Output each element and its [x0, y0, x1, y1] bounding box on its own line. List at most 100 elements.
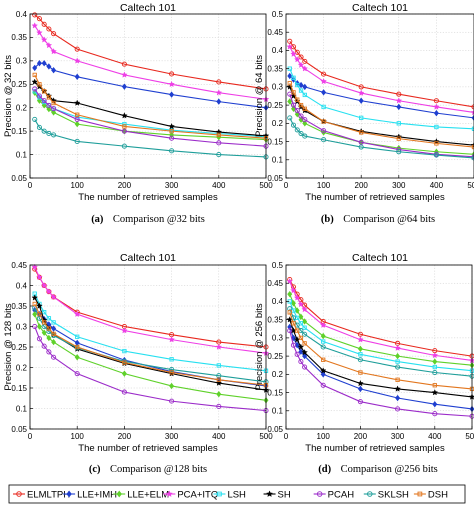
legend-label: PCAH — [328, 489, 355, 500]
y-tick-label: 0.1 — [16, 150, 28, 159]
data-point — [321, 71, 327, 77]
y-tick-label: 0.05 — [11, 425, 27, 434]
data-point — [298, 130, 304, 137]
axis-ticks: 0 100 200 300 400 500 0.05 0.1 0.15 0.2 0.25 0.3 0.3… — [267, 10, 474, 190]
data-point — [216, 377, 221, 382]
data-point — [32, 64, 38, 72]
x-tick-label: 0 — [28, 432, 33, 441]
series-lsh — [32, 291, 269, 373]
data-point — [395, 406, 401, 412]
data-point — [293, 294, 301, 301]
data-point — [287, 115, 293, 121]
series-line — [34, 119, 267, 158]
data-point — [51, 109, 57, 116]
data-point — [168, 336, 175, 343]
plot-frame — [285, 13, 474, 179]
data-point — [358, 352, 363, 357]
x-axis-label: The number of retrieved samples — [305, 443, 445, 454]
data-point — [73, 310, 81, 317]
data-point — [301, 349, 308, 356]
data-point — [301, 65, 309, 72]
data-point — [46, 130, 52, 137]
series-pca-itq — [286, 277, 474, 364]
data-point — [51, 325, 57, 332]
data-point — [287, 310, 292, 315]
data-point — [41, 21, 47, 27]
y-tick-label: 0.5 — [272, 261, 284, 270]
data-point — [122, 360, 127, 365]
axis-ticks: 0 100 200 300 400 500 0.05 0.1 0.15 0.2 0.25 0.3 0.3… — [267, 261, 474, 441]
series-line — [289, 94, 474, 158]
x-axis-label: The number of retrieved samples — [78, 443, 218, 454]
data-point — [302, 58, 308, 64]
x-tick-label: 500 — [259, 181, 273, 190]
legend-marker — [417, 491, 423, 497]
series-line — [289, 312, 473, 390]
data-point — [45, 288, 53, 295]
data-point — [287, 81, 292, 86]
data-point — [46, 316, 52, 321]
data-point — [216, 132, 221, 138]
data-point — [302, 106, 307, 111]
y-tick-label: 0.45 — [267, 279, 283, 288]
data-point — [291, 75, 296, 80]
plot-frame — [285, 264, 473, 430]
plot-frame — [29, 13, 267, 179]
data-point — [321, 137, 327, 143]
data-point — [357, 345, 363, 353]
legend-marker — [367, 491, 373, 497]
data-point — [431, 389, 439, 396]
series-pca-itq — [286, 43, 474, 116]
legend-label: LSH — [227, 489, 246, 500]
legend-item-sh: SH — [263, 489, 291, 500]
data-point — [41, 128, 47, 134]
y-tick-label: 0.3 — [16, 322, 28, 331]
data-point — [434, 141, 439, 146]
y-tick-label: 0.2 — [16, 363, 28, 372]
legend-marker — [316, 491, 323, 497]
data-point — [32, 116, 38, 122]
data-point — [121, 71, 128, 78]
data-point — [396, 91, 402, 97]
series-dsh — [32, 301, 269, 388]
data-point — [286, 43, 294, 50]
y-tick-label: 0.4 — [16, 281, 28, 290]
data-point — [321, 104, 326, 110]
legend-label: SH — [278, 489, 291, 500]
data-point — [51, 100, 56, 106]
data-point — [50, 293, 57, 300]
gridlines — [285, 13, 474, 179]
data-point — [471, 114, 474, 122]
legend-item-pca-itq: PCA+ITQ — [163, 489, 218, 500]
data-point — [295, 328, 300, 333]
legend-label: ELMLTPH — [27, 489, 70, 500]
data-point — [216, 140, 222, 146]
data-point — [302, 325, 307, 330]
data-point — [319, 367, 327, 374]
x-tick-label: 400 — [428, 432, 442, 441]
data-point — [298, 313, 304, 320]
data-point — [358, 370, 363, 375]
data-point — [432, 383, 437, 388]
y-tick-label: 0.2 — [272, 119, 284, 128]
x-tick-label: 100 — [317, 181, 331, 190]
data-point — [216, 79, 222, 85]
legend-marker — [217, 491, 222, 497]
series-line — [289, 86, 474, 146]
data-point — [396, 121, 401, 126]
data-point — [298, 102, 304, 108]
chart-title: Caltech 101 — [352, 252, 408, 264]
series-line — [289, 68, 474, 130]
x-tick-label: 100 — [317, 432, 331, 441]
data-point — [302, 352, 308, 360]
series-pcah — [287, 328, 474, 419]
data-point — [395, 377, 400, 382]
data-point — [41, 329, 47, 336]
series-lle-imh — [32, 60, 269, 111]
chart-title: Caltech 101 — [120, 252, 176, 264]
data-point — [294, 351, 300, 357]
data-point — [37, 82, 42, 87]
data-point — [302, 341, 307, 346]
data-point — [31, 294, 38, 301]
data-point — [74, 120, 80, 128]
